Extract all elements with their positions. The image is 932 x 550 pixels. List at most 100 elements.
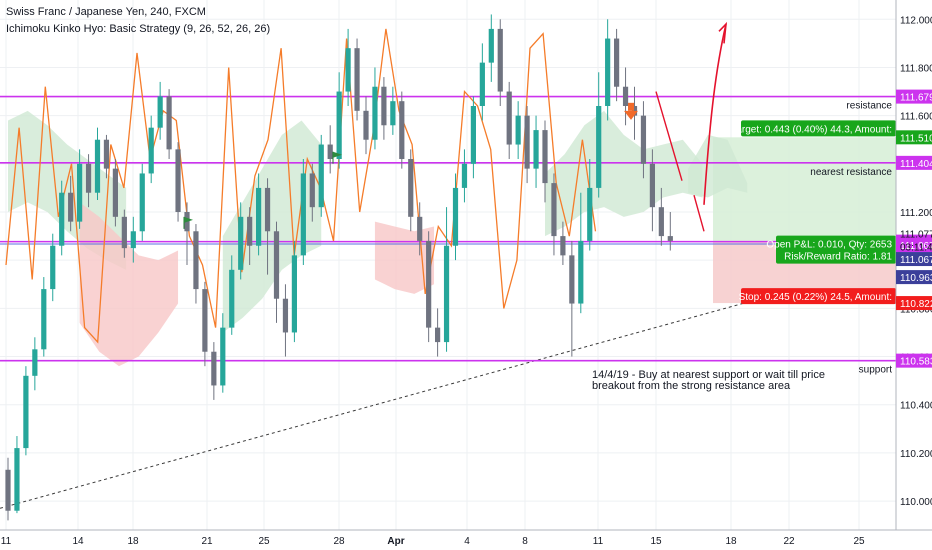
- last-price-text: 111.077: [900, 230, 932, 241]
- trend-line[interactable]: [0, 298, 761, 509]
- candle: [551, 173, 557, 256]
- stacked-price-tag-text: 110.963: [900, 273, 932, 284]
- support-price-tag: 110.583: [896, 353, 932, 368]
- candle: [426, 231, 432, 343]
- candle: [354, 38, 360, 121]
- candle-body: [372, 86, 378, 140]
- candle-body: [470, 106, 476, 164]
- candle: [256, 173, 262, 256]
- candle-body: [345, 48, 351, 92]
- candle-body: [605, 38, 611, 106]
- stacked-price-tag: 110.963: [896, 270, 932, 285]
- candle-body: [560, 236, 566, 256]
- candle-body: [94, 139, 101, 193]
- candle: [452, 173, 459, 261]
- candle: [667, 212, 673, 251]
- candle-body: [515, 115, 521, 145]
- candle: [318, 134, 324, 217]
- chart-title: Swiss Franc / Japanese Yen, 240, FXCM: [6, 6, 206, 18]
- candle: [524, 106, 530, 184]
- candle: [587, 159, 593, 251]
- candle-body: [336, 91, 342, 159]
- candle: [220, 313, 226, 393]
- stacked-price-tag: 111.067: [896, 252, 932, 266]
- candle: [77, 149, 83, 229]
- candle: [94, 127, 101, 200]
- signal-flag: [332, 151, 342, 164]
- candle-body: [175, 149, 181, 212]
- candle: [50, 233, 56, 302]
- candle: [273, 221, 280, 323]
- time-tick-label: 25: [258, 536, 270, 547]
- candle-body: [112, 168, 118, 217]
- candle: [202, 281, 208, 367]
- candle: [435, 308, 441, 357]
- stop-price-tag: 110.822: [896, 296, 932, 311]
- candle-body: [148, 127, 154, 174]
- candle: [14, 436, 20, 514]
- candle-body: [596, 106, 602, 188]
- pnl-label-text: Open P&L: 0.010, Qty: 2653: [766, 240, 892, 251]
- flag-icon: [184, 216, 193, 223]
- candle-body: [220, 327, 226, 386]
- time-tick-label: 11: [1, 536, 12, 547]
- stop-price-tag-bg: [896, 296, 932, 311]
- projection-up-arrow: [703, 23, 727, 205]
- candle: [399, 91, 405, 169]
- strategy-note: 14/4/19 - Buy at nearest support or wait…: [592, 369, 825, 392]
- target-price-tag-bg: [896, 130, 932, 145]
- candle: [327, 125, 333, 174]
- candle-body: [488, 28, 494, 63]
- candle-body: [157, 96, 163, 128]
- candle-body: [300, 173, 306, 256]
- candle-body: [5, 469, 11, 511]
- candle: [408, 149, 414, 232]
- candle: [372, 67, 378, 150]
- time-tick-label: 21: [201, 536, 213, 547]
- candle: [479, 43, 485, 121]
- nearest-resistance-price-tag: 111.404: [896, 155, 932, 170]
- candle-body: [667, 236, 673, 241]
- target-label[interactable]: Target: 0.443 (0.40%) 44.3, Amount:: [731, 120, 896, 137]
- candle-body: [506, 91, 512, 145]
- stop-label[interactable]: Stop: 0.245 (0.22%) 24.5, Amount:: [739, 288, 896, 305]
- candle-body: [381, 86, 387, 126]
- candle-body: [479, 62, 485, 106]
- candle: [211, 342, 217, 400]
- candle-body: [443, 245, 450, 343]
- sell-arrow-icon: [624, 102, 638, 120]
- candle-body: [587, 187, 593, 241]
- time-tick-label: 14: [72, 536, 84, 547]
- candle-body: [247, 216, 253, 246]
- candle-body: [461, 163, 468, 188]
- breakout-price-tag: 111.067: [896, 238, 932, 253]
- price-tick-label: 110.000: [900, 497, 932, 508]
- candle: [59, 180, 65, 256]
- candle-body: [32, 349, 38, 376]
- cloud-bullish: [545, 110, 703, 237]
- candle-body: [658, 207, 664, 237]
- candle-body: [542, 130, 548, 184]
- cloud-bullish: [222, 120, 322, 333]
- last-price-tag: 111.077 03:11:47: [900, 230, 932, 254]
- candle-body: [211, 351, 217, 386]
- candle: [488, 14, 494, 82]
- stop-label-text: Stop: 0.245 (0.22%) 24.5, Amount:: [739, 292, 892, 303]
- candle: [85, 154, 92, 208]
- time-tick-label: 18: [127, 536, 139, 547]
- arrow-head: [624, 110, 638, 120]
- stacked-price-tag-text: 111.067: [900, 255, 932, 266]
- candle: [497, 19, 503, 106]
- candle-body: [309, 173, 315, 208]
- stacked-price-tag-bg: [896, 252, 932, 267]
- candle-body: [103, 139, 110, 169]
- candle: [542, 120, 548, 203]
- cloud-bullish: [688, 134, 748, 198]
- candle-body: [85, 163, 92, 193]
- candle-body: [166, 96, 172, 150]
- flag-icon: [333, 151, 342, 158]
- target-label-text: Target: 0.443 (0.40%) 44.3, Amount:: [731, 124, 892, 135]
